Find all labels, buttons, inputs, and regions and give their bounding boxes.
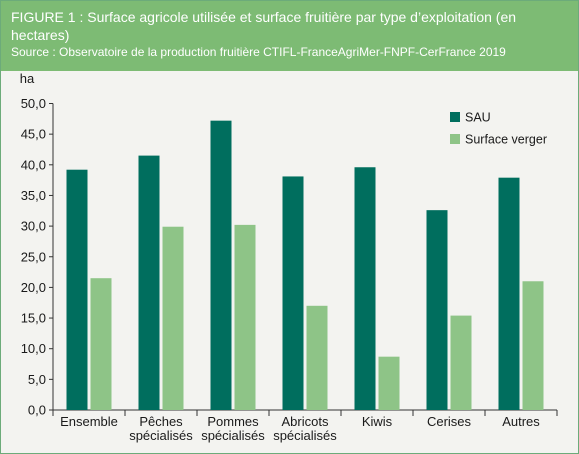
x-tick-label: Ensemble [60, 414, 118, 429]
bar-sau [138, 155, 160, 410]
figure-source: Source : Observatoire de la production f… [11, 45, 506, 59]
bar-sau [354, 167, 376, 410]
bar-sau [66, 169, 88, 410]
y-tick-label: 35,0 [21, 188, 46, 203]
bar-surface-verger [522, 281, 544, 410]
y-tick-label: 25,0 [21, 249, 46, 264]
bar-sau [426, 210, 448, 410]
legend-swatch [450, 134, 460, 144]
y-tick-label: 50,0 [21, 96, 46, 111]
y-tick-label: 45,0 [21, 127, 46, 142]
bar-chart: ha 0,0 5,0 10,0 15,0 20,0 25,0 30,0 35,0 40,0 45,0… [20, 71, 558, 443]
y-tick-label: 10,0 [21, 341, 46, 356]
bar-surface-verger [162, 226, 184, 410]
bar-sau [282, 176, 304, 410]
y-tick-label: 0,0 [28, 403, 46, 418]
bar-surface-verger [90, 278, 112, 410]
x-tick-label: Cerises [427, 414, 472, 429]
x-tick-label: spécialisés [273, 428, 337, 443]
x-tick-label: Pêches [139, 414, 183, 429]
y-tick-label: 40,0 [21, 157, 46, 172]
y-tick-label: 20,0 [21, 280, 46, 295]
legend-label: Surface verger [465, 133, 547, 147]
figure-header: FIGURE 1 : Surface agricole utilisée et … [1, 1, 578, 71]
bar-sau [210, 120, 232, 410]
bar-surface-verger [378, 356, 400, 410]
x-tick-label: spécialisés [129, 428, 193, 443]
x-tick-label: Autres [502, 414, 540, 429]
legend-swatch [450, 112, 460, 122]
y-axis-unit-label: ha [20, 71, 35, 86]
figure-title: FIGURE 1 : Surface agricole utilisée et … [11, 9, 517, 43]
x-tick-label: Pommes [207, 414, 259, 429]
bar-surface-verger [306, 305, 328, 410]
legend-label: SAU [465, 111, 491, 125]
bar-sau [498, 177, 520, 410]
bar-surface-verger [234, 224, 256, 410]
x-tick-label: spécialisés [201, 428, 265, 443]
bar-surface-verger [450, 315, 472, 410]
x-tick-label: Kiwis [362, 414, 393, 429]
y-tick-label: 5,0 [28, 372, 46, 387]
y-tick-label: 15,0 [21, 311, 46, 326]
y-tick-label: 30,0 [21, 219, 46, 234]
x-tick-label: Abricots [282, 414, 329, 429]
